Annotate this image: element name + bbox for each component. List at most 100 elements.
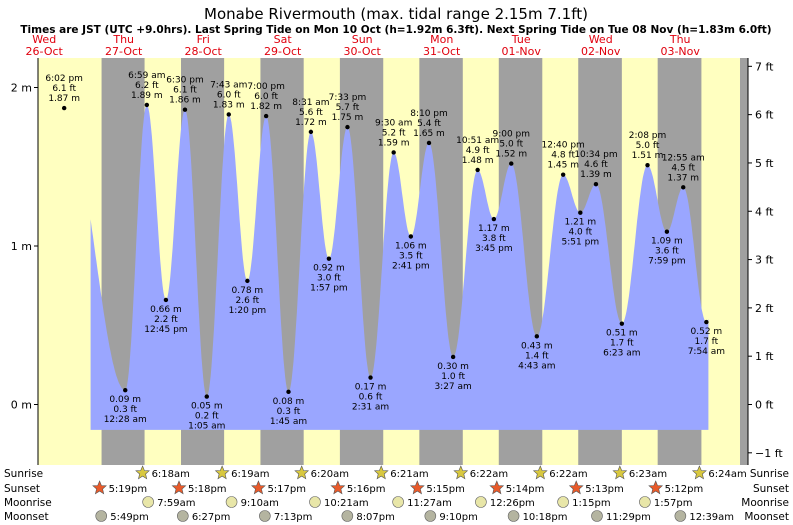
sunset-icon xyxy=(648,480,664,495)
moonrise-time: 9:10am xyxy=(241,498,279,509)
tide-label: 1.7 ft xyxy=(695,337,719,347)
sunset-time: 5:17pm xyxy=(267,484,306,495)
moonrise-time: 10:21am xyxy=(324,498,369,509)
sunset-time: 5:13pm xyxy=(585,484,624,495)
moonset-icon xyxy=(341,510,354,522)
moonrise-icon xyxy=(142,496,154,508)
tide-label: 0.09 m xyxy=(109,395,141,405)
high-tide-point xyxy=(560,172,566,177)
tide-label: 1:57 pm xyxy=(310,284,348,294)
right-tick-label: 0 ft xyxy=(755,399,774,412)
right-tick-label: 5 ft xyxy=(755,157,774,170)
tide-label: 0.3 ft xyxy=(113,405,137,415)
astro-row-label-left: Sunset xyxy=(4,483,40,495)
tide-label: 0.92 m xyxy=(313,264,345,274)
tide-label: 4.9 ft xyxy=(466,146,490,156)
sunrise-icon xyxy=(294,465,310,480)
tide-label: 1.83 m xyxy=(213,100,245,110)
tide-label: 1.4 ft xyxy=(525,351,549,361)
tide-label: 1.89 m xyxy=(131,91,163,101)
tide-label: 8:10 pm xyxy=(410,109,448,119)
tide-label: 0.43 m xyxy=(521,341,553,351)
tide-label: 0.30 m xyxy=(437,362,469,372)
low-tide-point xyxy=(664,229,670,234)
tide-label: 1.09 m xyxy=(651,237,683,247)
low-tide-point xyxy=(450,354,456,360)
moonset-time: 7:13pm xyxy=(274,512,313,523)
low-tide-point xyxy=(578,210,583,215)
right-tick-label: 7 ft xyxy=(755,60,774,73)
tide-label: 4.6 ft xyxy=(584,160,608,170)
tide-label: 7:00 pm xyxy=(247,82,285,92)
low-tide-point xyxy=(534,334,540,339)
day-label-date: 30-Oct xyxy=(344,45,382,58)
tide-label: 1.0 ft xyxy=(441,372,465,382)
day-label-date: 27-Oct xyxy=(105,45,143,58)
chart-title: Monabe Rivermouth (max. tidal range 2.15… xyxy=(204,5,588,23)
day-label-dow: Mon xyxy=(430,33,453,46)
high-tide-point xyxy=(61,105,67,111)
sunset-icon xyxy=(330,480,346,495)
moonrise-icon xyxy=(639,496,651,508)
sunset-icon xyxy=(171,480,187,495)
moonrise-time: 12:26pm xyxy=(490,498,535,509)
tide-label: 5.6 ft xyxy=(299,108,323,118)
sunrise-icon xyxy=(532,465,548,480)
tide-label: 0.08 m xyxy=(273,397,305,407)
sunset-icon xyxy=(489,480,505,495)
high-tide-point xyxy=(475,167,480,173)
day-label-date: 01-Nov xyxy=(501,45,541,58)
day-label-dow: Sat xyxy=(274,33,293,46)
moonset-time: 6:27pm xyxy=(192,512,231,523)
moonrise-icon xyxy=(392,496,404,508)
tide-label: 0.66 m xyxy=(150,305,182,315)
day-label-dow: Wed xyxy=(32,33,56,46)
astro-table: Sunrise Sunrise Sunset Sunset Moonrise Moonri… xyxy=(4,465,789,523)
tide-label: 1:45 am xyxy=(270,417,307,427)
high-tide-point xyxy=(345,124,350,130)
low-tide-point xyxy=(408,234,414,239)
tide-label: 3.0 ft xyxy=(317,274,341,284)
day-label-dow: Thu xyxy=(112,33,134,46)
sunset-icon xyxy=(409,480,425,495)
tide-label: 3:45 pm xyxy=(475,244,513,254)
tide-label: 6.1 ft xyxy=(52,84,76,94)
chart-subtitle: Times are JST (UTC +9.0hrs). Last Spring… xyxy=(20,24,771,36)
tide-label: 1.48 m xyxy=(462,156,494,166)
low-tide-point xyxy=(619,321,625,326)
tide-label: 8:31 am xyxy=(292,98,329,108)
tide-label: 12:40 pm xyxy=(542,141,585,151)
moonset-time: 12:39am xyxy=(689,512,734,523)
sunrise-time: 6:23am xyxy=(629,469,667,480)
tide-label: 3.5 ft xyxy=(399,251,423,261)
moonset-time: 5:49pm xyxy=(110,512,149,523)
moonrise-icon xyxy=(225,496,238,508)
moonset-icon xyxy=(95,510,108,522)
high-tide-point xyxy=(645,162,650,168)
tide-label: 1.51 m xyxy=(632,151,664,161)
right-tick-label: 3 ft xyxy=(755,254,774,267)
sunrise-time: 6:20am xyxy=(311,469,349,480)
right-tick-label: 4 ft xyxy=(755,205,774,218)
left-tick-label: 2 m xyxy=(11,82,32,95)
tide-label: 1.37 m xyxy=(667,173,699,183)
low-tide-point xyxy=(204,394,209,399)
tide-label: 3:27 am xyxy=(434,382,471,392)
tide-label: 2:31 am xyxy=(352,403,389,413)
astro-row-label-right: Moonrise xyxy=(741,497,789,509)
tide-water-area xyxy=(90,104,709,430)
tide-label: 0.52 m xyxy=(691,327,723,337)
tide-label: 2.2 ft xyxy=(154,315,178,325)
tide-label: 6.0 ft xyxy=(217,90,241,100)
tide-label: 12:45 pm xyxy=(144,325,187,335)
moonset-icon xyxy=(674,510,687,522)
high-tide-point xyxy=(226,112,231,117)
sunrise-time: 6:22am xyxy=(549,469,587,480)
sunrise-icon xyxy=(373,465,389,480)
day-label-dow: Thu xyxy=(669,33,691,46)
day-label-date: 03-Nov xyxy=(660,45,700,58)
tide-label: 6:59 am xyxy=(128,71,165,81)
moonrise-time: 7:59am xyxy=(157,498,195,509)
sunrise-icon xyxy=(612,465,628,480)
low-tide-point xyxy=(123,388,128,393)
